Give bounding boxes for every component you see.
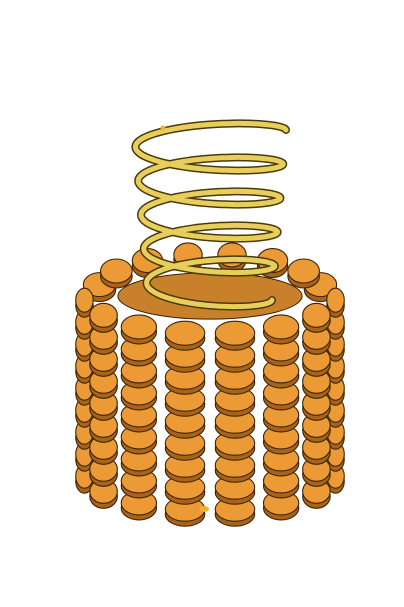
front-kernels (75, 287, 345, 527)
kernel (326, 287, 345, 313)
kernel (164, 320, 206, 346)
kernel (99, 258, 133, 284)
kernel (89, 302, 118, 328)
kernel (262, 314, 300, 340)
back-kernels (82, 242, 338, 320)
spring (131, 119, 290, 311)
bottom-dot (199, 506, 209, 512)
kernel (214, 320, 256, 346)
kernel (302, 302, 331, 328)
spring-tip (160, 125, 166, 131)
kernel (120, 314, 158, 340)
spring-coil (132, 120, 289, 310)
kernel (75, 287, 94, 313)
kernel (287, 258, 321, 284)
